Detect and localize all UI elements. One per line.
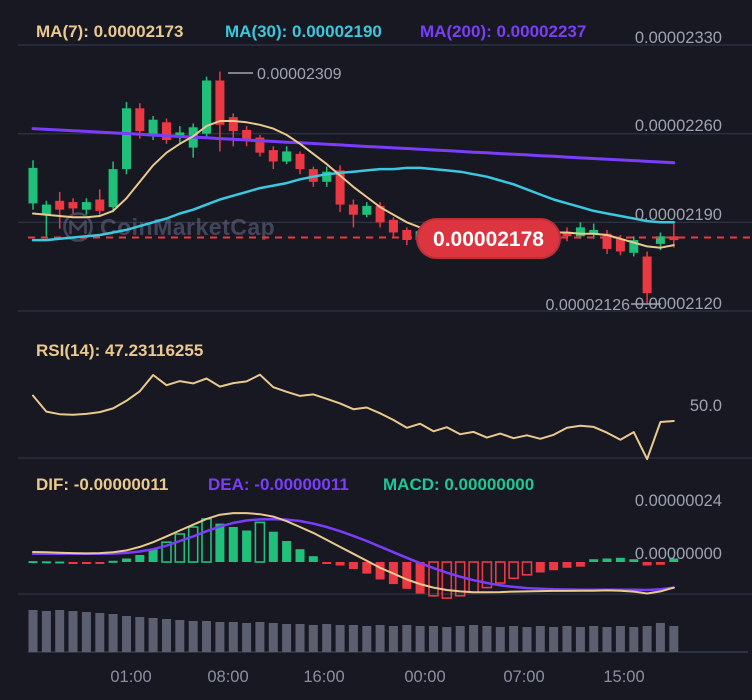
macd-histogram	[28, 518, 679, 599]
rsi-line	[32, 373, 675, 461]
dif-line	[32, 512, 675, 595]
time-label-3: 00:00	[404, 668, 445, 686]
coinmarketcap-logo-icon	[63, 212, 93, 242]
ma7-legend: MA(7): 0.00002173	[36, 22, 183, 41]
ma30-legend: MA(30): 0.00002190	[225, 22, 382, 41]
coinmarketcap-logo-m	[69, 220, 87, 235]
volume-bars	[28, 610, 679, 652]
macd-axis-label-024: 0.00000024	[635, 492, 722, 510]
dea-line	[31, 517, 676, 592]
macd-legend: MACD: 0.00000000	[383, 475, 534, 494]
macd-axis-label-000: 0.00000000	[635, 545, 722, 563]
high-annotation-label: 0.00002309	[257, 66, 342, 83]
rsi-legend: RSI(14): 47.23116255	[36, 341, 203, 360]
last-price-badge: 0.00002178	[416, 218, 561, 259]
ma200-legend: MA(200): 0.00002237	[420, 22, 586, 41]
price-axis-label-2330: 0.00002330	[635, 29, 722, 47]
dif-legend: DIF: -0.00000011	[36, 475, 168, 494]
time-label-1: 08:00	[207, 668, 248, 686]
price-axis-label-2120: 0.00002120	[635, 295, 722, 313]
watermark-text: CoinMarketCap	[100, 214, 275, 240]
ma7-line	[32, 120, 675, 249]
last-price-badge-pill	[416, 218, 561, 259]
time-label-4: 07:00	[503, 668, 544, 686]
time-label-0: 01:00	[110, 668, 151, 686]
dea-legend: DEA: -0.00000011	[208, 475, 349, 494]
coinmarketcap-watermark: CoinMarketCap	[63, 212, 275, 242]
ma30-line	[31, 166, 676, 242]
last-price-badge-text: 0.00002178	[433, 228, 544, 251]
ma200-line	[31, 127, 676, 165]
price-axis-label-2190: 0.00002190	[635, 206, 722, 224]
time-label-5: 15:00	[603, 668, 644, 686]
time-label-2: 16:00	[303, 668, 344, 686]
low-annotation-label: 0.00002126	[545, 297, 630, 314]
rsi-axis-label-50: 50.0	[690, 397, 722, 415]
price-axis-label-2260: 0.00002260	[635, 117, 722, 135]
